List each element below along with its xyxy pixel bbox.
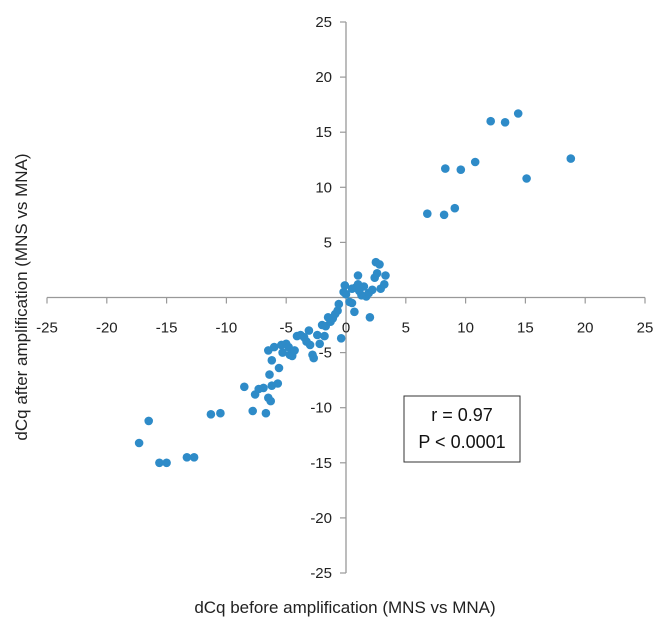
- data-point: [353, 271, 363, 280]
- x-tick-label: 20: [577, 320, 594, 337]
- data-point: [423, 209, 432, 218]
- data-points: [134, 109, 576, 468]
- data-point: [334, 299, 344, 309]
- y-tick-label: 15: [315, 124, 332, 141]
- correlation-annotation: r = 0.97 P < 0.0001: [403, 395, 521, 463]
- x-tick-label: -20: [96, 320, 118, 337]
- data-point: [144, 416, 153, 426]
- y-tick-label: 20: [315, 69, 332, 86]
- data-point: [372, 269, 382, 278]
- data-point: [261, 408, 271, 418]
- data-point: [134, 438, 144, 448]
- data-point: [486, 116, 496, 126]
- data-point: [441, 164, 450, 173]
- x-axis-title: dCq before amplification (MNS vs MNA): [194, 598, 495, 617]
- data-point: [350, 307, 359, 317]
- x-tick-label: -15: [156, 320, 178, 337]
- annotation-r-value: r = 0.97: [431, 405, 493, 425]
- x-tick-label: 5: [402, 320, 410, 337]
- data-point: [269, 342, 279, 352]
- y-axis-title: dCq after amplification (MNS vs MNA): [12, 153, 31, 440]
- data-point: [304, 326, 314, 335]
- x-tick-label: -10: [216, 320, 238, 337]
- y-tick-label: 10: [315, 179, 332, 196]
- y-tick-label: -5: [319, 345, 332, 362]
- data-point: [380, 280, 389, 289]
- data-point: [566, 154, 576, 163]
- data-point: [240, 382, 249, 392]
- x-tick-label: 10: [457, 320, 474, 337]
- data-point: [313, 330, 322, 340]
- data-point: [266, 396, 276, 406]
- x-tick-label: -25: [36, 320, 58, 337]
- y-tick-label: 5: [324, 234, 332, 251]
- y-tick-label: -25: [310, 565, 332, 582]
- data-point: [333, 306, 342, 316]
- data-point: [273, 379, 283, 388]
- data-point: [309, 353, 319, 363]
- annotation-box: [403, 395, 521, 463]
- data-point: [259, 383, 268, 393]
- data-point: [155, 458, 164, 468]
- data-point: [189, 453, 199, 462]
- data-point: [290, 346, 299, 355]
- data-point: [320, 331, 329, 341]
- y-tick-label: -10: [310, 400, 332, 417]
- data-point: [278, 348, 287, 357]
- x-tick-label: 0: [342, 320, 350, 337]
- data-point: [265, 370, 274, 379]
- data-point: [182, 453, 192, 462]
- data-point: [375, 260, 384, 269]
- y-tick-label: -20: [310, 510, 332, 527]
- data-point: [513, 109, 523, 118]
- data-point: [365, 313, 375, 322]
- data-point: [340, 281, 350, 290]
- data-point: [315, 339, 325, 349]
- data-point: [305, 340, 315, 350]
- data-point: [336, 334, 346, 343]
- data-point: [450, 203, 460, 213]
- tick-labels: -25 -20 -15 -10 -5 0 5 10 15 20 25 25 20 15 10 5 -5 -10 -1…: [36, 14, 653, 582]
- data-point: [456, 165, 466, 174]
- data-point: [162, 458, 171, 468]
- x-tick-label: 25: [637, 320, 654, 337]
- data-point: [248, 406, 257, 416]
- data-point: [347, 298, 357, 308]
- data-point: [368, 285, 377, 295]
- data-point: [274, 363, 284, 373]
- data-point: [470, 157, 480, 167]
- data-point: [500, 118, 510, 127]
- annotation-p-value: P < 0.0001: [418, 432, 505, 452]
- data-point: [267, 356, 277, 365]
- y-tick-label: -15: [310, 455, 332, 472]
- data-point: [206, 410, 216, 419]
- data-point: [216, 408, 225, 418]
- x-tick-label: 15: [517, 320, 534, 337]
- data-point: [381, 271, 390, 280]
- data-point: [522, 174, 531, 183]
- data-point: [341, 289, 351, 299]
- data-point: [359, 282, 369, 291]
- x-tick-label: -5: [280, 320, 293, 337]
- y-tick-label: 25: [315, 14, 332, 31]
- data-point: [439, 210, 449, 220]
